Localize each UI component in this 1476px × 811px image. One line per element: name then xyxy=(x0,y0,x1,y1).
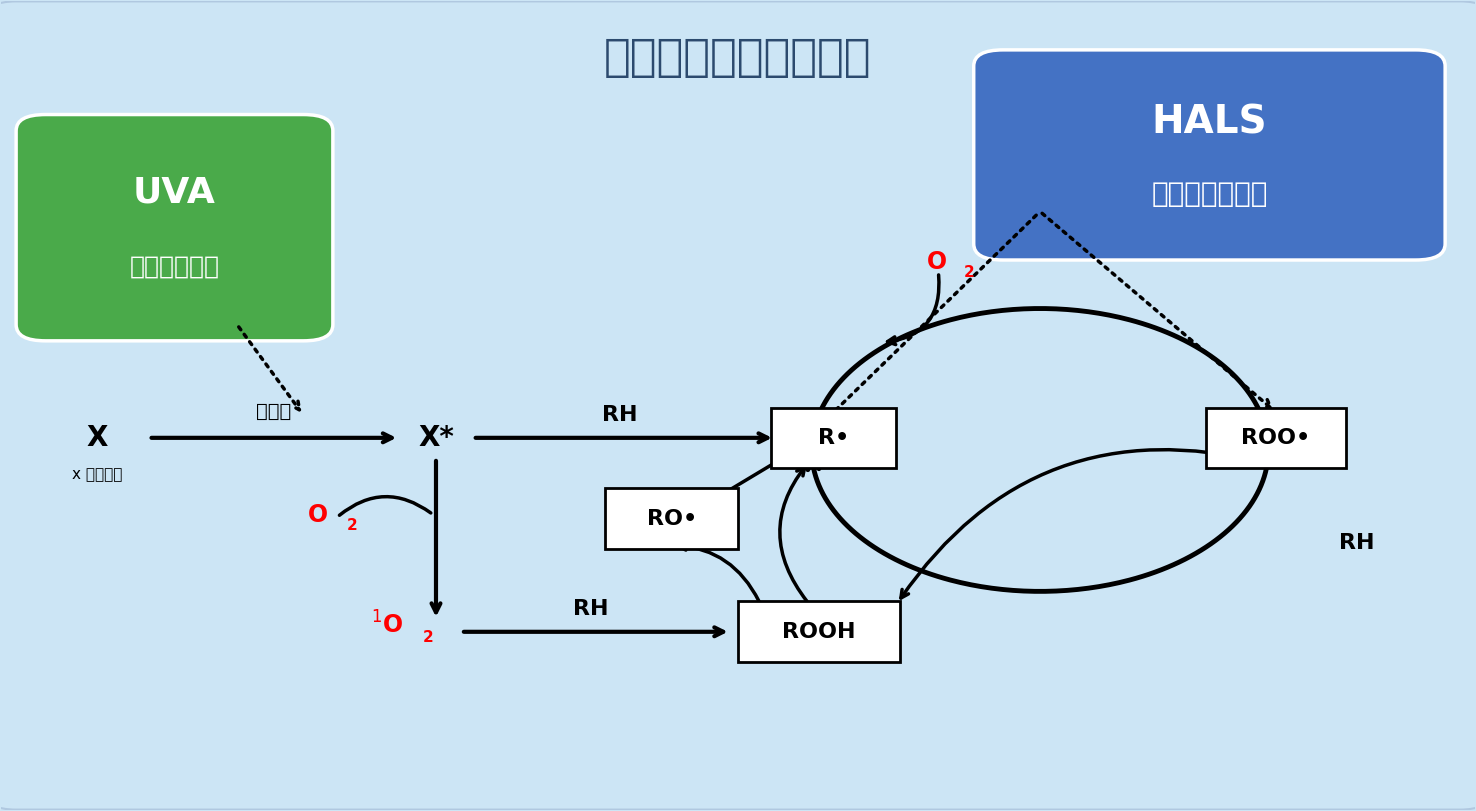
Text: O: O xyxy=(308,503,328,526)
Text: RH: RH xyxy=(573,599,608,619)
Text: ROO•: ROO• xyxy=(1241,428,1311,448)
FancyBboxPatch shape xyxy=(16,114,334,341)
Text: 紫外線吸收劑: 紫外線吸收劑 xyxy=(130,255,220,278)
Text: RO•: RO• xyxy=(646,508,697,529)
Text: HALS: HALS xyxy=(1151,104,1268,142)
Text: R•: R• xyxy=(818,428,849,448)
Text: UVA: UVA xyxy=(133,176,215,210)
FancyBboxPatch shape xyxy=(1206,407,1346,468)
Text: RH: RH xyxy=(1339,533,1374,553)
Text: X: X xyxy=(87,424,108,452)
Text: 2: 2 xyxy=(347,518,357,534)
Text: ROOH: ROOH xyxy=(782,622,856,642)
Text: x 為發色團: x 為發色團 xyxy=(72,466,123,482)
FancyBboxPatch shape xyxy=(605,488,738,549)
FancyBboxPatch shape xyxy=(974,50,1445,260)
FancyBboxPatch shape xyxy=(738,602,900,662)
Text: O: O xyxy=(927,250,948,273)
Text: 高分子劣化機制與保護: 高分子劣化機制與保護 xyxy=(604,36,872,79)
FancyBboxPatch shape xyxy=(770,407,896,468)
Text: 受阻胺光安定劑: 受阻胺光安定劑 xyxy=(1151,180,1268,208)
Text: 紫外線: 紫外線 xyxy=(257,401,292,421)
Text: 2: 2 xyxy=(424,630,434,645)
Text: 2: 2 xyxy=(964,265,974,281)
Text: X*: X* xyxy=(418,424,455,452)
Text: RH: RH xyxy=(602,406,638,425)
Text: $^{1}$O: $^{1}$O xyxy=(372,611,403,639)
